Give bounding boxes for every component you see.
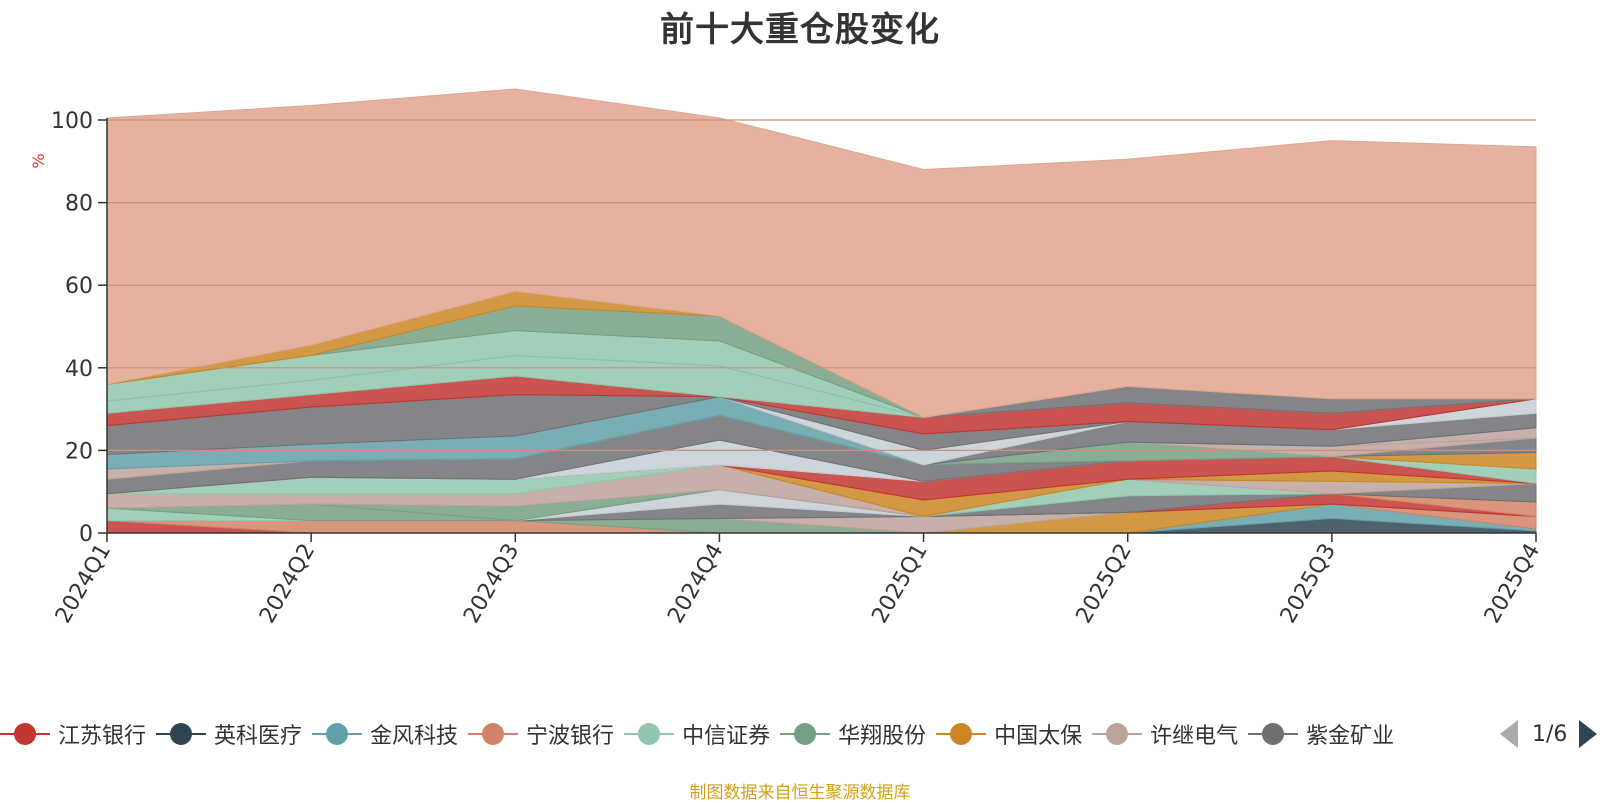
legend-label: 中国太保 — [994, 724, 1083, 749]
legend-item[interactable]: 英科医疗 — [156, 718, 302, 750]
legend-label: 金风科技 — [370, 724, 459, 749]
y-tick-label: 40 — [65, 357, 93, 382]
legend-marker-dot — [1106, 723, 1129, 745]
legend: 江苏银行 英科医疗 金风科技 宁波银行 中信证券 华翔股份 中国太保 许继电气 紫金矿业 1/6 — [0, 712, 1600, 756]
legend-pager: 1/6 — [1498, 712, 1600, 756]
legend-marker-dot — [950, 723, 973, 745]
y-axis: 0 20 40 60 80 100 — [51, 109, 108, 547]
legend-label: 紫金矿业 — [1306, 724, 1395, 749]
legend-viewport: 江苏银行 英科医疗 金风科技 宁波银行 中信证券 华翔股份 中国太保 许继电气 紫金矿业 — [0, 712, 1496, 756]
x-tick-label: 2024Q2 — [255, 540, 320, 628]
x-tick-label: 2025Q4 — [1480, 540, 1545, 628]
legend-item[interactable]: 宁波银行 — [468, 718, 614, 750]
y-tick-label: 20 — [65, 439, 93, 464]
x-tick-label: 2025Q2 — [1072, 540, 1137, 628]
x-tick-label: 2024Q1 — [51, 540, 116, 628]
area-series-37 — [106, 88, 1537, 418]
y-tick-label: 100 — [51, 109, 93, 134]
legend-page-indicator: 1/6 — [1532, 721, 1568, 747]
y-axis-unit-label: % — [29, 153, 48, 168]
x-tick-label: 2025Q3 — [1276, 540, 1341, 628]
legend-item[interactable]: 中国太保 — [936, 718, 1082, 750]
legend-marker-icon — [156, 721, 207, 747]
legend-marker-icon — [1092, 721, 1143, 747]
legend-item[interactable]: 中信证券 — [624, 718, 770, 750]
x-tick-label: 2024Q4 — [663, 540, 728, 628]
legend-label: 许继电气 — [1150, 724, 1239, 749]
grid-lines — [107, 119, 1536, 451]
stacked-area-series — [106, 88, 1537, 534]
y-tick-label: 0 — [79, 522, 93, 547]
legend-marker-dot — [482, 723, 505, 745]
legend-marker-icon — [1248, 721, 1299, 747]
legend-marker-dot — [14, 723, 36, 745]
legend-label: 英科医疗 — [214, 724, 303, 749]
legend-item[interactable]: 江苏银行 — [0, 718, 146, 750]
legend-label: 宁波银行 — [526, 724, 615, 749]
legend-label: 华翔股份 — [838, 724, 927, 749]
legend-marker-icon — [0, 721, 50, 747]
legend-marker-icon — [936, 721, 987, 747]
legend-label: 江苏银行 — [58, 724, 147, 749]
legend-item[interactable]: 许继电气 — [1092, 718, 1238, 750]
y-tick-label: 60 — [65, 274, 93, 299]
legend-label: 中信证券 — [682, 724, 771, 749]
x-axis: 2024Q1 2024Q2 2024Q3 2024Q4 2025Q1 2025Q2 2025… — [51, 532, 1545, 628]
legend-item[interactable]: 金风科技 — [312, 718, 458, 750]
legend-marker-dot — [638, 723, 661, 745]
legend-next-page-icon[interactable] — [1579, 720, 1598, 748]
legend-item[interactable]: 华翔股份 — [780, 718, 926, 750]
chart-title: 前十大重仓股变化 — [660, 10, 940, 50]
legend-marker-dot — [794, 723, 817, 745]
x-tick-label: 2024Q3 — [459, 540, 524, 628]
legend-marker-icon — [312, 721, 363, 747]
y-tick-label: 80 — [65, 192, 93, 217]
legend-marker-icon — [780, 721, 831, 747]
x-tick-label: 2025Q1 — [867, 540, 932, 628]
data-source-note: 制图数据来自恒生聚源数据库 — [689, 783, 911, 803]
legend-marker-dot — [1262, 723, 1285, 745]
legend-item[interactable]: 紫金矿业 — [1248, 718, 1394, 750]
legend-marker-dot — [326, 723, 349, 745]
legend-prev-page-icon[interactable] — [1500, 720, 1518, 748]
legend-marker-icon — [468, 721, 519, 747]
legend-marker-dot — [170, 723, 193, 745]
legend-marker-icon — [624, 721, 675, 747]
legend-items: 江苏银行 英科医疗 金风科技 宁波银行 中信证券 华翔股份 中国太保 许继电气 紫金矿业 — [0, 712, 1496, 756]
